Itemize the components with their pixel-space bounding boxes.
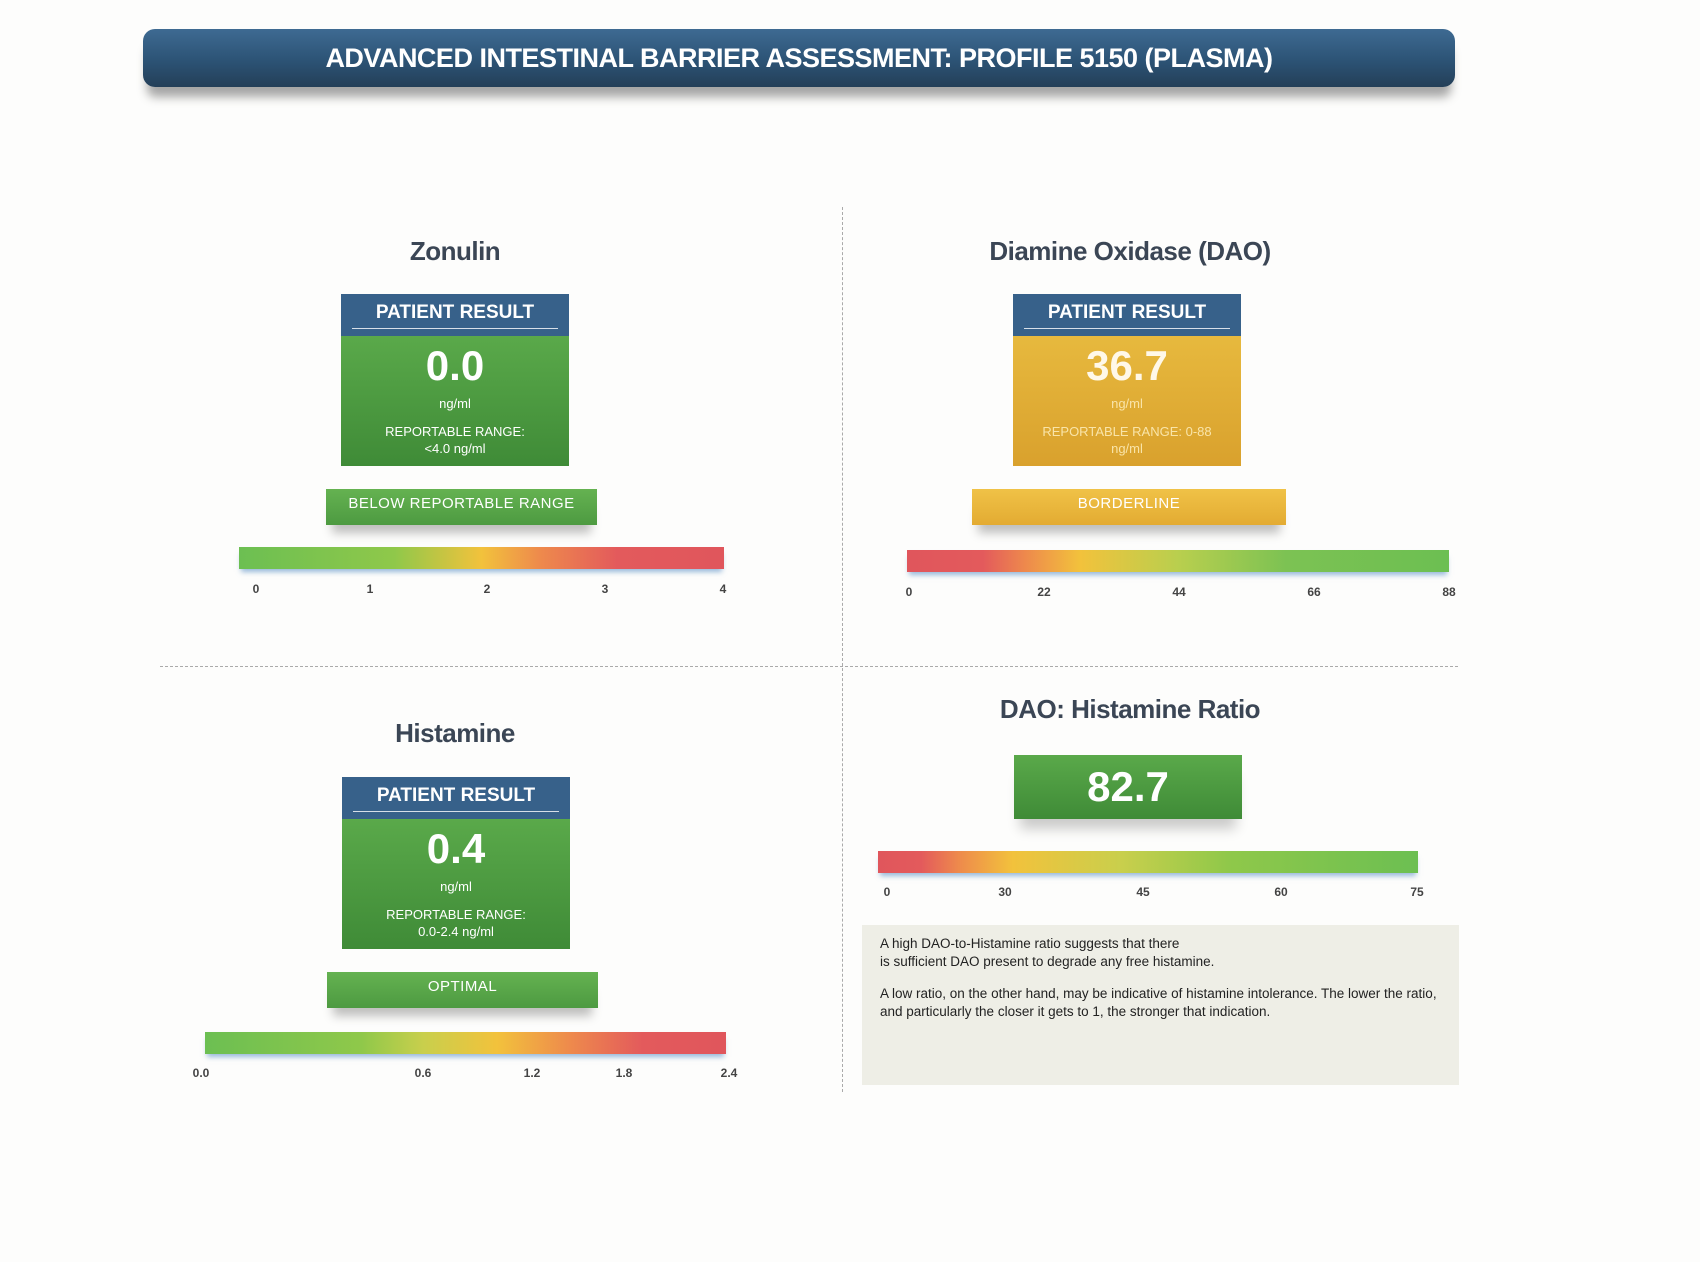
histamine-tick: 1.2 — [523, 1066, 541, 1080]
report-title: ADVANCED INTESTINAL BARRIER ASSESSMENT: … — [325, 42, 1273, 73]
zonulin-status-badge: BELOW REPORTABLE RANGE — [326, 489, 597, 525]
histamine-range: REPORTABLE RANGE: 0.0-2.4 ng/ml — [342, 906, 570, 940]
ratio-scale-bar — [878, 851, 1418, 873]
zonulin-value: 0.0 — [425, 342, 485, 389]
dao-range: REPORTABLE RANGE: 0-88 ng/ml — [1013, 423, 1241, 457]
zonulin-scale-bar — [239, 547, 724, 569]
ratio-tick: 30 — [998, 885, 1012, 899]
histamine-result-label: PATIENT RESULT — [352, 785, 560, 812]
note-paragraph: A high DAO-to-Histamine ratio suggests t… — [880, 935, 1441, 971]
dao-scale-bar — [907, 550, 1449, 572]
dao-tick: 44 — [1172, 585, 1186, 599]
histamine-tick: 0.6 — [414, 1066, 432, 1080]
horizontal-divider — [160, 666, 1458, 667]
ratio-tick: 75 — [1410, 885, 1424, 899]
ratio-tick: 45 — [1136, 885, 1150, 899]
dao-range-label: REPORTABLE RANGE: 0-88 — [1042, 424, 1212, 439]
histamine-status-badge: OPTIMAL — [327, 972, 598, 1008]
dao-result-box: PATIENT RESULT 36.7 ng/ml REPORTABLE RAN… — [1013, 294, 1241, 466]
zonulin-tick: 0 — [252, 582, 260, 596]
zonulin-range-label: REPORTABLE RANGE: — [385, 424, 525, 439]
zonulin-result-body: 0.0 ng/ml REPORTABLE RANGE: <4.0 ng/ml — [341, 336, 569, 466]
histamine-range-label: REPORTABLE RANGE: — [386, 907, 526, 922]
dao-result-label: PATIENT RESULT — [1023, 302, 1231, 329]
zonulin-unit: ng/ml — [439, 396, 471, 411]
dao-tick: 0 — [905, 585, 913, 599]
ratio-explanation-note: A high DAO-to-Histamine ratio suggests t… — [862, 925, 1459, 1085]
dao-result-body: 36.7 ng/ml REPORTABLE RANGE: 0-88 ng/ml — [1013, 336, 1241, 466]
ratio-title: DAO: Histamine Ratio — [999, 694, 1261, 724]
ratio-value: 82.7 — [1087, 763, 1169, 810]
ratio-tick: 60 — [1274, 885, 1288, 899]
dao-tick: 88 — [1442, 585, 1456, 599]
note-text: A low ratio, on the other hand, may be i… — [880, 986, 1437, 1001]
zonulin-tick: 4 — [719, 582, 727, 596]
dao-unit: ng/ml — [1111, 396, 1143, 411]
dao-tick: 22 — [1037, 585, 1051, 599]
histamine-scale-bar — [205, 1032, 726, 1054]
zonulin-tick: 3 — [601, 582, 609, 596]
ratio-value-box: 82.7 — [1014, 755, 1242, 819]
histamine-result-box: PATIENT RESULT 0.4 ng/ml REPORTABLE RANG… — [342, 777, 570, 949]
zonulin-title: Zonulin — [409, 236, 501, 266]
dao-range-value: ng/ml — [1111, 441, 1143, 456]
ratio-tick: 0 — [883, 885, 891, 899]
histamine-unit: ng/ml — [440, 879, 472, 894]
note-paragraph: A low ratio, on the other hand, may be i… — [880, 985, 1441, 1021]
zonulin-tick: 2 — [483, 582, 491, 596]
histamine-title: Histamine — [395, 718, 515, 748]
zonulin-result-header: PATIENT RESULT — [341, 294, 569, 336]
histamine-result-body: 0.4 ng/ml REPORTABLE RANGE: 0.0-2.4 ng/m… — [342, 819, 570, 949]
report-title-banner: ADVANCED INTESTINAL BARRIER ASSESSMENT: … — [143, 29, 1455, 87]
zonulin-result-box: PATIENT RESULT 0.0 ng/ml REPORTABLE RANG… — [341, 294, 569, 466]
zonulin-range-value: <4.0 ng/ml — [424, 441, 486, 456]
zonulin-tick: 1 — [366, 582, 374, 596]
histamine-value: 0.4 — [426, 825, 486, 872]
note-text: A high DAO-to-Histamine ratio suggests t… — [880, 936, 1180, 951]
dao-title: Diamine Oxidase (DAO) — [989, 236, 1271, 266]
zonulin-result-label: PATIENT RESULT — [351, 302, 559, 329]
dao-value: 36.7 — [1086, 342, 1168, 389]
dao-result-header: PATIENT RESULT — [1013, 294, 1241, 336]
note-text: and particularly the closer it gets to 1… — [880, 1004, 1271, 1019]
vertical-divider — [842, 207, 843, 1092]
histamine-range-value: 0.0-2.4 ng/ml — [418, 924, 494, 939]
dao-status-badge: BORDERLINE — [972, 489, 1286, 525]
histamine-tick: 2.4 — [720, 1066, 738, 1080]
note-text: is sufficient DAO present to degrade any… — [880, 954, 1215, 969]
zonulin-range: REPORTABLE RANGE: <4.0 ng/ml — [341, 423, 569, 457]
dao-tick: 66 — [1307, 585, 1321, 599]
histamine-result-header: PATIENT RESULT — [342, 777, 570, 819]
histamine-tick: 0.0 — [192, 1066, 210, 1080]
histamine-tick: 1.8 — [615, 1066, 633, 1080]
